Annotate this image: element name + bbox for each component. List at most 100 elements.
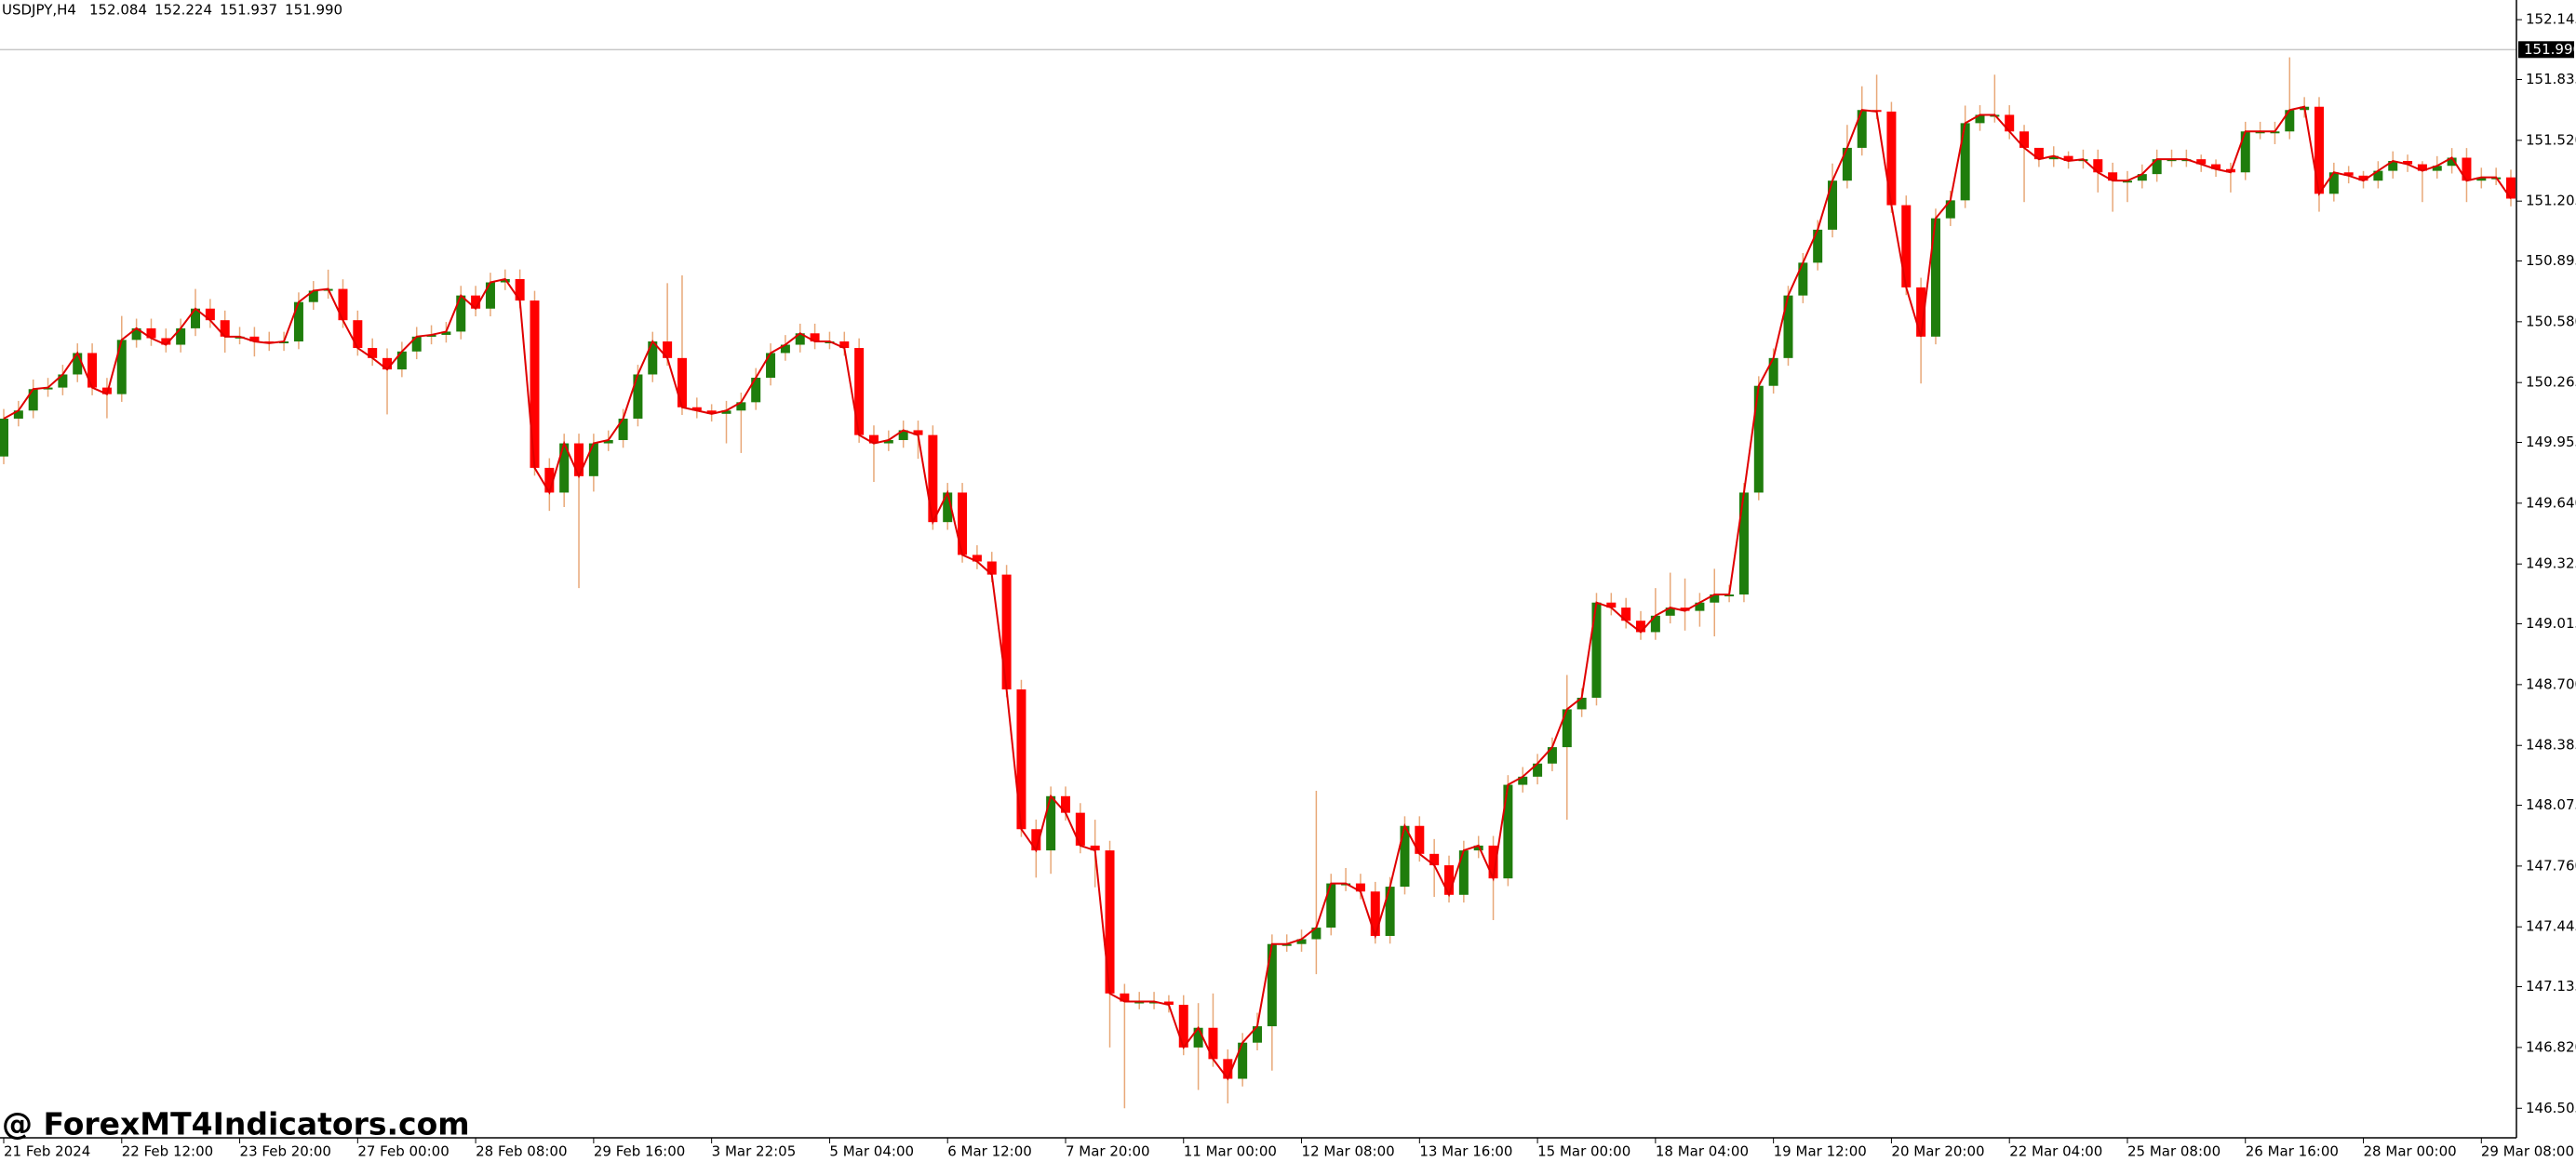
candle-body [1223,1059,1233,1079]
candle-body [2019,131,2030,148]
candle-body [161,338,171,345]
bottom-panel [0,1138,2516,1162]
candle-body [544,467,555,493]
candle-body [1650,615,1660,633]
symbol-title: USDJPY,H4 [2,2,76,19]
x-tick-label: 27 Feb 00:00 [357,1143,449,1160]
x-tick-label: 29 Mar 08:00 [2481,1143,2574,1160]
candle-body [1429,853,1440,866]
candle-body [191,308,201,328]
candle-body [677,357,687,407]
x-tick-label: 21 Feb 2024 [4,1143,90,1160]
candle-body [928,434,938,523]
candle-body [1768,357,1778,386]
candle-body [1163,1001,1174,1006]
candle-body [706,410,717,414]
candle-body [839,341,850,349]
candle-body [1473,845,1483,851]
y-tick-label: 149.955 [2526,434,2576,450]
candle-body [2240,131,2250,173]
header-price: 151.937 [220,2,277,19]
candle-body [2462,157,2472,181]
candle-body [1916,287,1926,337]
axis-panel [2516,0,2576,1162]
current-price-box [2518,41,2574,59]
candle-body [220,320,230,337]
candle-body [1562,709,1572,748]
y-tick-label: 147.760 [2526,857,2576,874]
candle-body [1415,825,1425,854]
candle-body [691,407,702,411]
candle-body [1120,993,1130,1002]
header-price: 152.084 [89,2,147,19]
candle-body [2196,159,2207,165]
candle-body [1253,1026,1262,1043]
candle-body [1533,763,1543,777]
candle-body [736,402,746,411]
y-tick-label: 147.135 [2526,978,2576,995]
y-tick-label: 146.505 [2526,1100,2576,1116]
candle-body [338,288,348,321]
candle-body [530,301,540,468]
candle-body [1828,180,1838,230]
x-tick-label: 28 Feb 08:00 [476,1143,567,1160]
candle-body [2506,177,2516,199]
candle-body [2137,174,2147,181]
candle-body [13,410,23,419]
candle-body [1001,574,1012,690]
candle-body [2343,172,2354,176]
candle-body [958,492,968,555]
candle-body [1738,492,1749,594]
candle-body [1798,262,1808,296]
x-tick-label: 15 Mar 00:00 [1537,1143,1630,1160]
candle-body [721,410,731,414]
candle-body [898,430,908,441]
candle-body [1621,608,1631,621]
candle-body [795,333,805,345]
y-tick-label: 150.895 [2526,252,2576,269]
candle-body [588,443,598,476]
candle-body [1695,602,1705,611]
candle-body [2285,110,2295,132]
x-tick-label: 3 Mar 22:05 [712,1143,797,1160]
y-tick-label: 148.075 [2526,796,2576,813]
candle-body [1753,385,1764,493]
candle-body [751,378,761,403]
candle-body [353,320,363,349]
x-tick-label: 18 Mar 04:00 [1656,1143,1749,1160]
candle-body [1606,602,1617,608]
y-tick-label: 151.835 [2526,71,2576,87]
watermark: @ ForexMT4Indicators.com [2,1106,470,1142]
candle-body [2063,155,2073,162]
candle-body [1105,850,1115,994]
candle-body [559,443,570,493]
candle-body [854,348,865,435]
candle-body [87,353,98,388]
candle-body [396,351,407,370]
candle-body [2476,177,2487,181]
candle-body [1591,602,1602,698]
candle-body [648,341,658,375]
candle-body [116,340,127,394]
candle-body [1370,891,1380,936]
candle-body [1016,689,1026,830]
x-tick-label: 19 Mar 12:00 [1774,1143,1867,1160]
candle-body [2108,172,2118,181]
candle-body [1267,943,1277,1027]
candle-body [2328,172,2339,194]
candle-body [1458,850,1469,895]
y-tick-label: 146.820 [2526,1038,2576,1055]
candle-body [2447,157,2457,167]
candle-body [766,353,776,379]
candle-body [411,336,422,352]
y-tick-label: 151.520 [2526,131,2576,148]
candle-body [2093,159,2103,173]
candle-body [382,357,393,370]
candle-body [1547,747,1557,764]
candle-body [1178,1005,1188,1048]
candle-body [1842,147,1852,181]
candle-body [2388,161,2398,171]
candle-body [471,295,481,309]
candle-body [176,327,186,345]
candle-body [1400,825,1410,888]
